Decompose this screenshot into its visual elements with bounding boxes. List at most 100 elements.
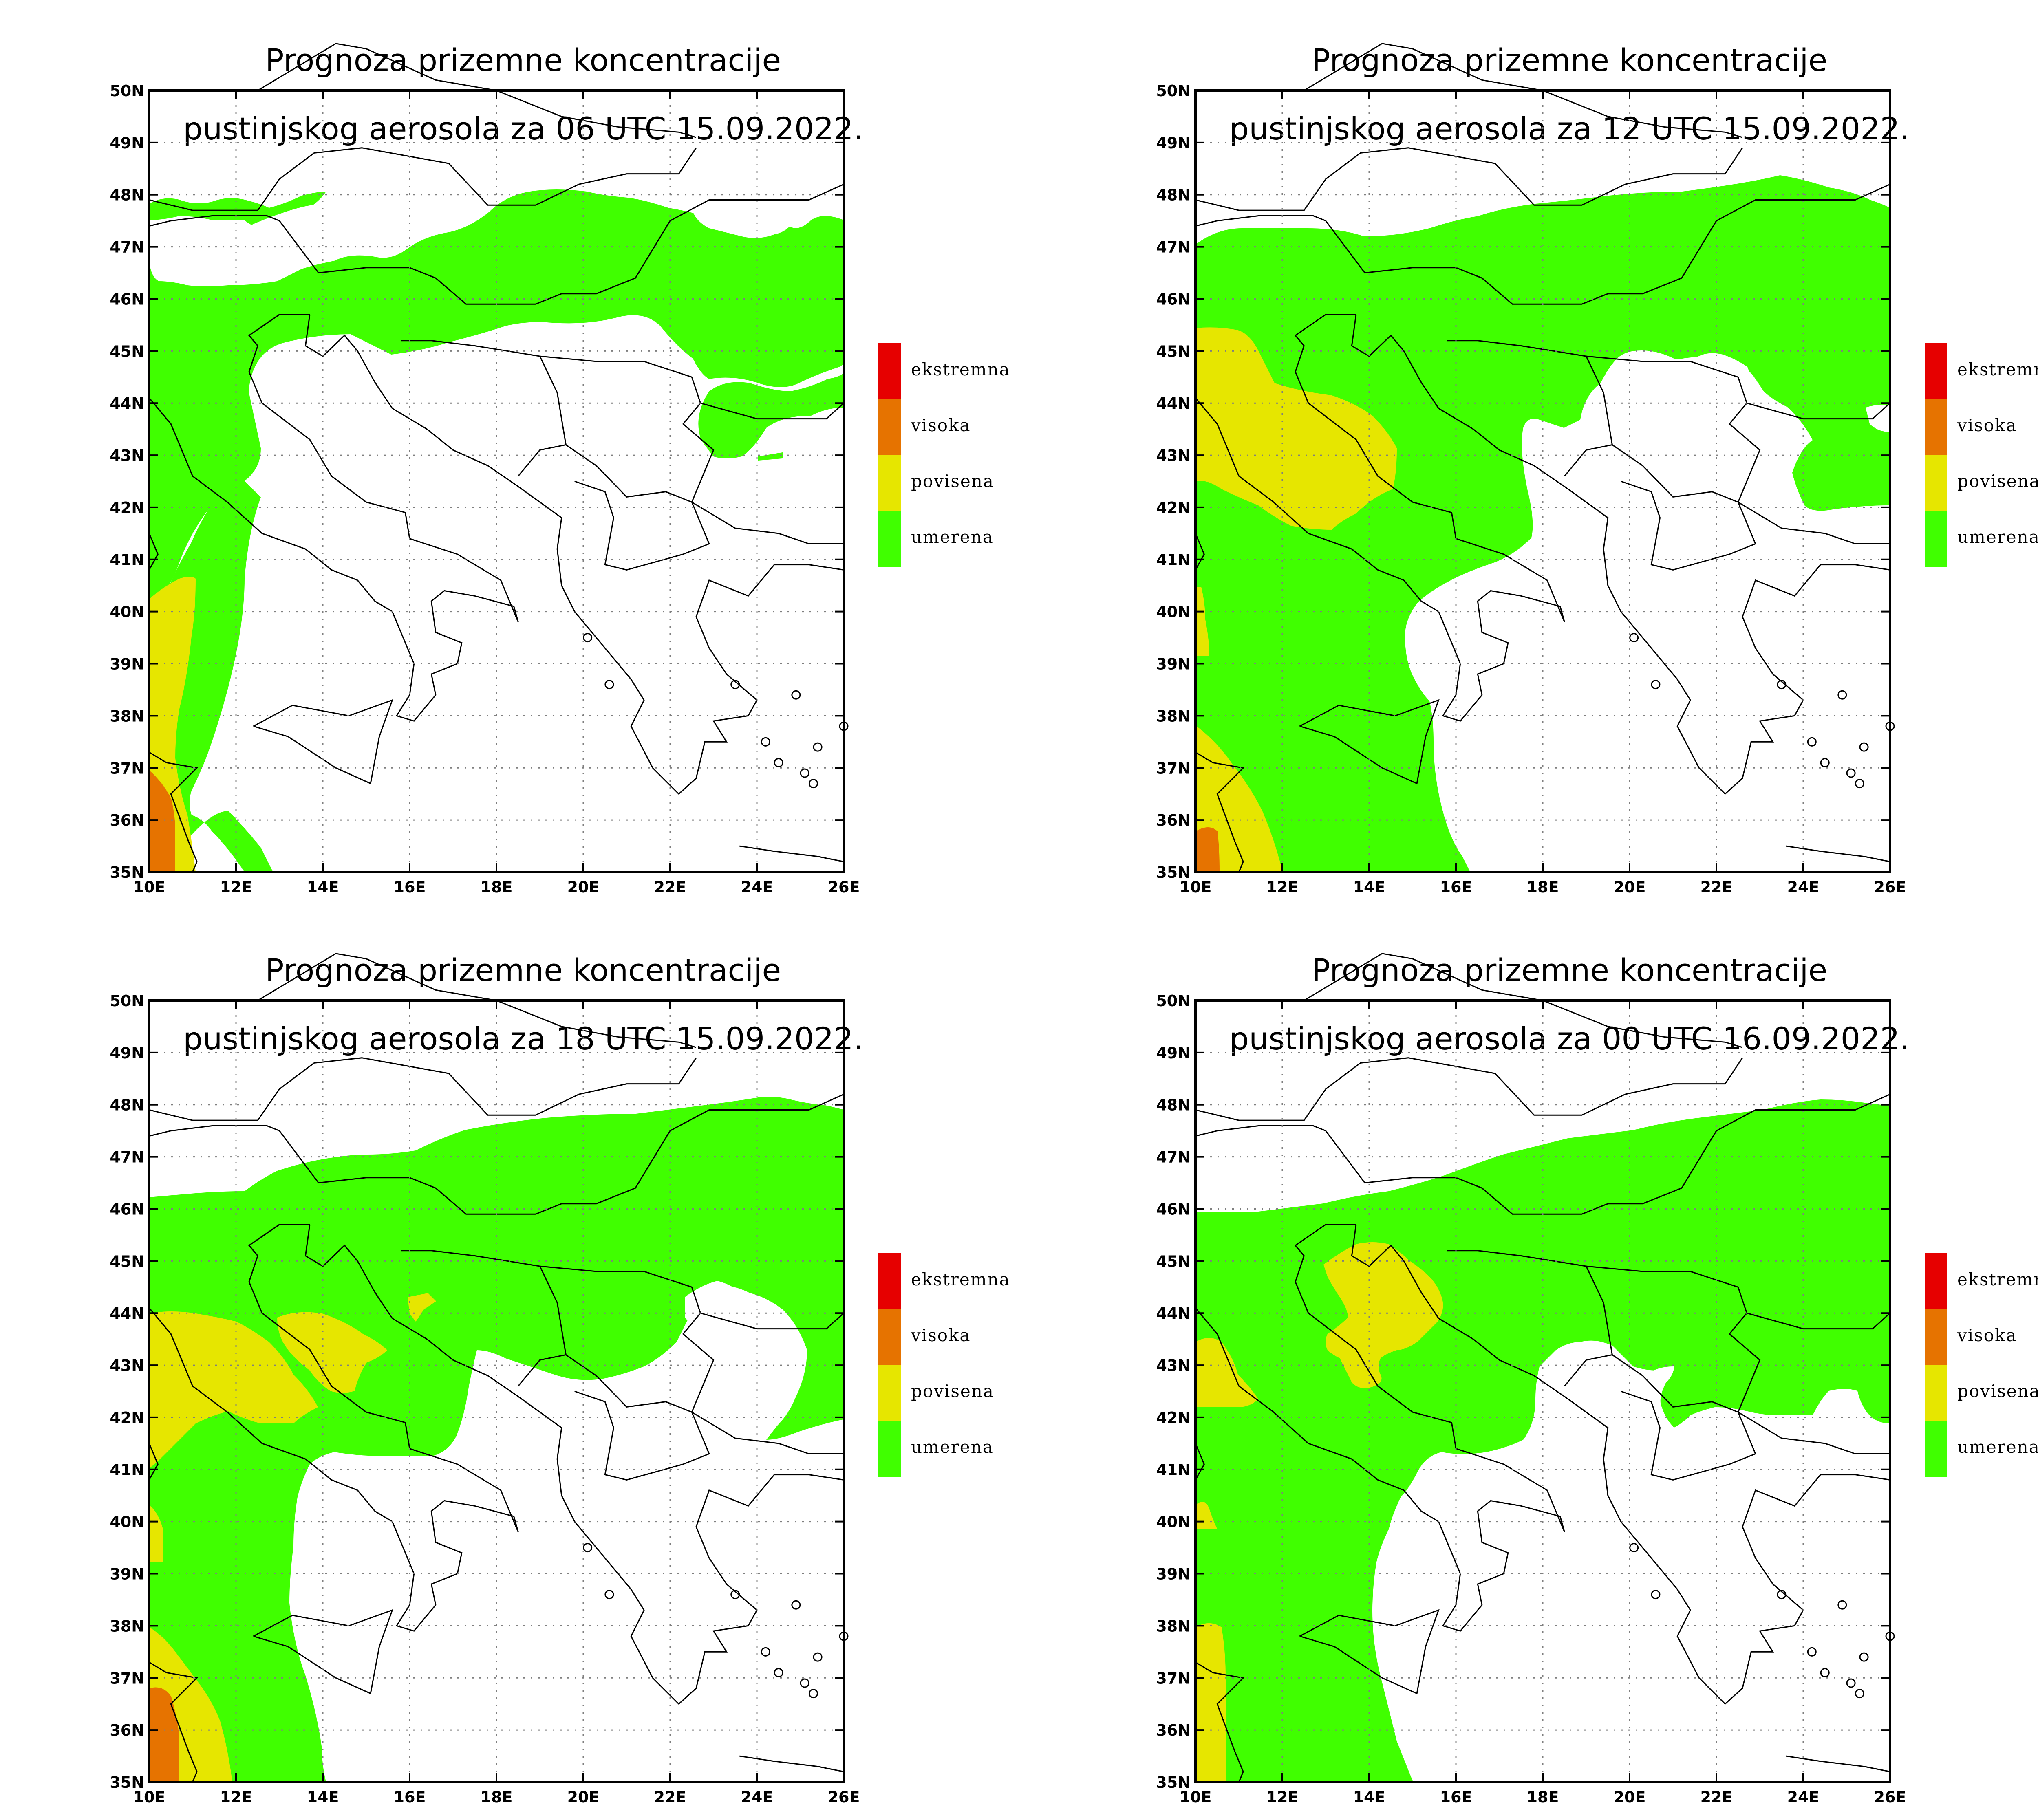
border-line (1586, 355, 1761, 502)
dust-map: 50N 49N 48N 47N 46N 45N 44N 43N 42N 41N 40N 39N 38N 3… (110, 43, 860, 896)
lat-tick-label: 49N (1156, 134, 1191, 152)
legend-swatch (878, 455, 901, 511)
legend-swatch (1925, 1365, 1947, 1421)
border-line (1738, 1411, 1890, 1454)
lon-tick-label: 16E (1440, 1788, 1472, 1806)
border-line (1586, 1265, 1761, 1412)
legend-item-povisena: povisena (878, 455, 1050, 511)
border-line (401, 340, 567, 477)
legend-swatch (1925, 399, 1947, 455)
legend-swatch (1925, 1309, 1947, 1365)
panel-title: Prognoza prizemne koncentracije pustinjs… (0, 9, 1046, 180)
island-outline (1651, 680, 1661, 690)
legend-item-visoka: visoka (878, 1309, 1050, 1365)
field-povisena (1195, 1623, 1226, 1782)
lat-tick-label: 48N (1156, 1096, 1191, 1114)
lat-tick-label: 37N (1156, 759, 1191, 777)
white-mask-holes (170, 204, 795, 279)
border-line (1299, 699, 1440, 784)
lat-tick-label: 43N (110, 447, 144, 465)
island-outline (1629, 633, 1639, 643)
island-outline (813, 1652, 823, 1662)
lon-tick-label: 14E (1353, 1788, 1385, 1806)
map-panel-06utc: Prognoza prizemne koncentracije pustinjs… (0, 0, 1046, 910)
border-line (1195, 147, 1743, 211)
frame-and-ticks: 50N 49N 48N 47N 46N 45N 44N 43N 42N 41N 40N 39N 38N 3… (1156, 82, 1906, 896)
legend-item-umerena: umerena (878, 1421, 1050, 1477)
lat-tick-label: 47N (110, 238, 144, 256)
border-line (148, 1443, 159, 1481)
lon-tick-label: 26E (1874, 1788, 1906, 1806)
border-line (1195, 183, 1890, 305)
border-line (149, 1093, 844, 1215)
border-line (149, 751, 199, 873)
island-outline (583, 633, 593, 643)
island-outline (730, 1590, 740, 1600)
island-outline (813, 742, 823, 752)
white-mask-holes (1570, 1340, 1663, 1432)
legend-label: ekstremna (911, 359, 1010, 379)
island-outline (1837, 1600, 1847, 1610)
border-line (565, 1354, 710, 1481)
island-outline (1855, 779, 1864, 789)
borders-coastlines (1195, 953, 1895, 1783)
lon-tick-label: 14E (1353, 878, 1385, 896)
panel-title-line2: pustinjskog aerosola za 12 UTC 15.09.202… (1229, 110, 1910, 147)
legend-swatch (878, 343, 901, 399)
legend-swatch (1925, 343, 1947, 399)
lat-tick-label: 40N (1156, 603, 1191, 621)
legend-item-povisena: povisena (1925, 1365, 2038, 1421)
lat-tick-label: 39N (1156, 1565, 1191, 1583)
lat-tick-label: 40N (1156, 1513, 1191, 1531)
frame-and-ticks: 50N 49N 48N 47N 46N 45N 44N 43N 42N 41N 40N 39N 38N 3… (1156, 992, 1906, 1806)
island-outline (761, 1647, 770, 1657)
panel-title-line2: pustinjskog aerosola za 18 UTC 15.09.202… (183, 1020, 863, 1057)
field-visoka (1195, 827, 1220, 872)
map-panel-12utc: Prognoza prizemne koncentracije pustinjs… (1046, 0, 2038, 910)
panel-title: Prognoza prizemne koncentracije pustinjs… (1046, 919, 2038, 1090)
border-line (1195, 533, 1205, 571)
border-line (148, 314, 519, 722)
border-line (148, 1224, 519, 1632)
island-outline (1807, 737, 1817, 747)
field-povisena (1195, 587, 1209, 656)
border-line (1447, 340, 1613, 477)
lat-tick-label: 39N (1156, 655, 1191, 673)
lon-tick-label: 10E (1180, 1788, 1212, 1806)
border-line (1612, 444, 1756, 571)
lon-tick-label: 14E (307, 878, 339, 896)
frame-and-ticks: 50N 49N 48N 47N 46N 45N 44N 43N 42N 41N 40N 39N 38N 3… (110, 992, 860, 1806)
legend-swatch (878, 1309, 901, 1365)
legend-swatch (878, 511, 901, 567)
island-outline (1846, 768, 1856, 778)
legend-label: visoka (911, 1325, 971, 1345)
lat-tick-label: 46N (1156, 290, 1191, 308)
lon-tick-label: 26E (828, 1788, 860, 1806)
concentration-fields (1195, 175, 1890, 872)
lat-tick-label: 41N (110, 551, 144, 569)
lat-tick-label: 38N (110, 707, 144, 725)
island-outline (583, 1543, 593, 1553)
field-umerena (758, 452, 783, 461)
border-line (739, 845, 844, 862)
concentration-fields (149, 1097, 844, 1782)
borders-coastlines (1195, 43, 1895, 873)
lat-tick-label: 50N (110, 992, 144, 1010)
lon-tick-label: 24E (1787, 878, 1820, 896)
border-line (149, 1057, 697, 1121)
lat-tick-label: 36N (1156, 811, 1191, 829)
legend-label: ekstremna (1957, 359, 2038, 379)
island-outline (1651, 1590, 1661, 1600)
lat-tick-label: 44N (1156, 394, 1191, 412)
lat-tick-label: 39N (110, 1565, 144, 1583)
legend-label: visoka (911, 415, 971, 435)
legend-item-povisena: povisena (878, 1365, 1050, 1421)
lon-tick-label: 18E (481, 878, 513, 896)
border-line (1195, 1093, 1890, 1215)
border-line (1195, 1443, 1205, 1481)
lon-tick-label: 26E (1874, 878, 1906, 896)
lon-tick-label: 12E (220, 1788, 252, 1806)
legend-item-povisena: povisena (1925, 455, 2038, 511)
border-line (691, 501, 844, 544)
lat-tick-label: 50N (110, 82, 144, 100)
